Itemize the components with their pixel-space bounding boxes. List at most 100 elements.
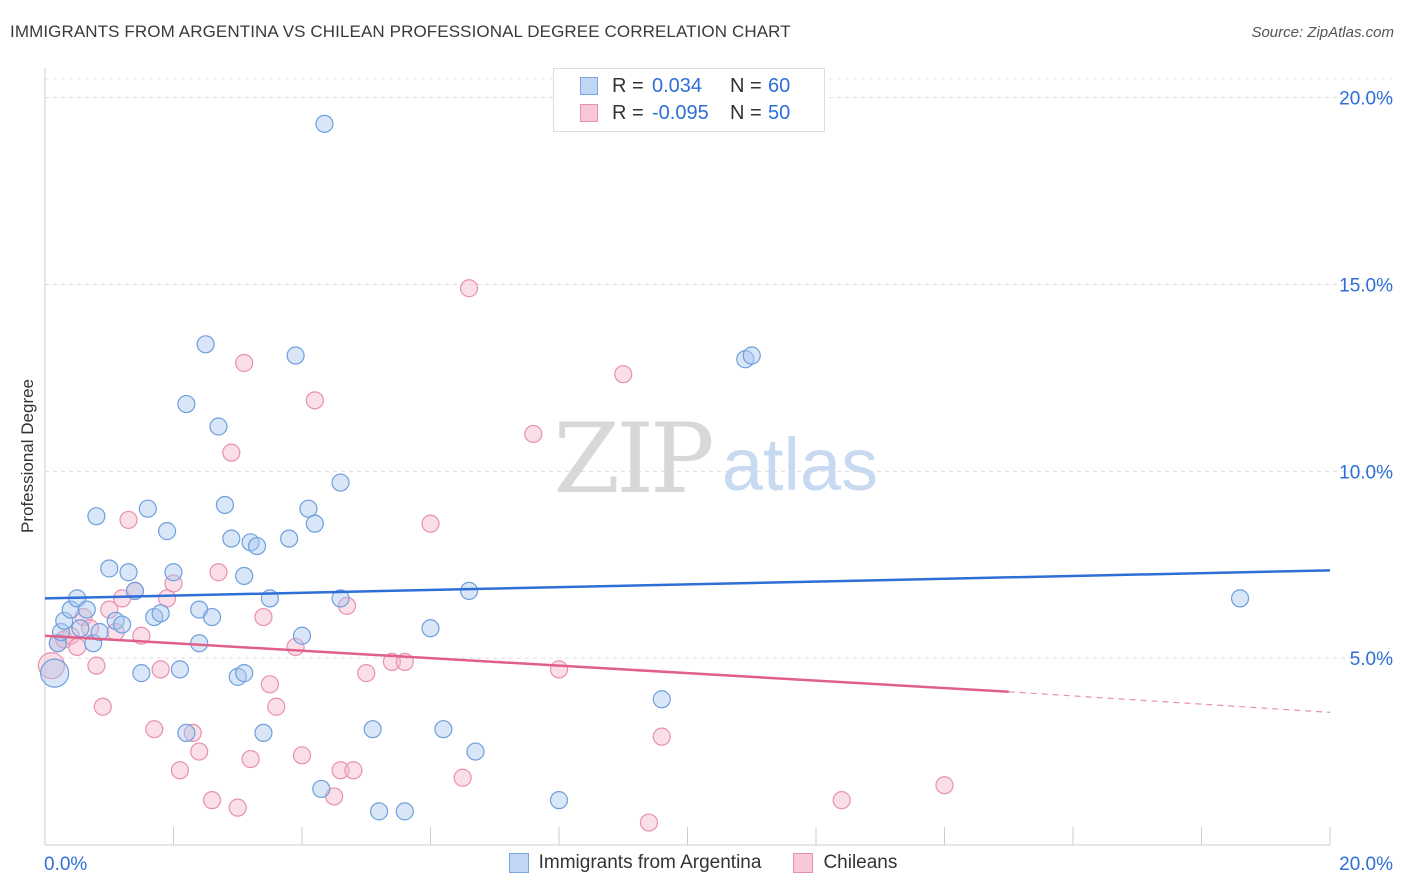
chileans-point	[228, 798, 247, 817]
argentina-point	[177, 723, 196, 743]
chileans-point	[145, 720, 164, 739]
watermark-zip: ZIP	[553, 403, 712, 515]
chileans-point	[344, 761, 363, 780]
legend-n-value: 60	[768, 74, 791, 97]
argentina-point	[370, 802, 389, 821]
correlation-legend: R = 0.034 N = 60 R = -0.095 N = 50	[553, 68, 825, 132]
chileans-point	[639, 813, 659, 832]
argentina-point	[235, 664, 254, 683]
chileans-point	[241, 749, 260, 769]
chileans-point	[459, 279, 479, 298]
argentina-point	[40, 658, 70, 688]
argentina-point	[119, 563, 138, 582]
chileans-point	[222, 443, 241, 462]
legend-row-chileans: R = -0.095 N = 50	[580, 100, 790, 126]
series-legend-chileans[interactable]: Chileans	[793, 852, 897, 874]
y-tick-label: 15.0%	[1339, 276, 1393, 297]
argentina-point	[1230, 589, 1250, 608]
chileans-point	[190, 742, 209, 761]
chileans-point	[421, 514, 440, 533]
argentina-point	[55, 611, 74, 630]
chileans-point	[357, 664, 376, 683]
trend-lines	[44, 569, 1331, 713]
argentina-point	[254, 723, 273, 743]
argentina-point	[466, 742, 485, 761]
chileans-point	[292, 746, 312, 765]
argentina-point	[77, 600, 96, 619]
argentina-trend-line	[44, 569, 1331, 600]
chileans-point	[524, 424, 543, 444]
chileans-point	[652, 727, 671, 746]
argentina-point	[164, 563, 183, 582]
chileans-point	[305, 391, 324, 410]
chileans-point	[209, 563, 228, 582]
argentina-point	[286, 346, 305, 365]
legend-n-label: N =	[730, 74, 762, 97]
chileans-point	[183, 723, 202, 743]
chileans-point	[254, 607, 273, 627]
argentina-point	[292, 626, 312, 645]
argentina-point	[312, 779, 331, 799]
series-legend-argentina[interactable]: Immigrants from Argentina	[508, 852, 762, 874]
chileans-point	[157, 589, 177, 608]
argentina-point	[247, 536, 267, 556]
argentina-point	[363, 720, 382, 739]
chileans-point	[170, 761, 190, 780]
chileans-point	[235, 353, 254, 373]
argentina-point	[395, 802, 414, 821]
series-label: Immigrants from Argentina	[538, 852, 762, 873]
argentina-point	[132, 664, 151, 683]
chileans-trend-line	[44, 634, 1009, 694]
legend-row-argentina: R = 0.034 N = 60	[580, 73, 790, 99]
chart-title: IMMIGRANTS FROM ARGENTINA VS CHILEAN PRO…	[10, 22, 791, 41]
chileans-point	[87, 656, 106, 675]
argentina-point	[280, 529, 299, 548]
legend-swatch-blue	[580, 77, 598, 95]
chileans-point	[119, 510, 138, 530]
chileans-point	[935, 776, 954, 795]
argentina-point	[48, 634, 67, 653]
argentina-point	[331, 473, 350, 492]
argentina-point	[305, 514, 324, 533]
argentina-point	[652, 690, 671, 709]
argentina-point	[549, 791, 569, 810]
argentina-point	[61, 600, 80, 619]
legend-r-value: 0.034	[652, 74, 703, 97]
chileans-point	[68, 637, 87, 657]
axes	[44, 68, 1331, 846]
chileans-point	[453, 768, 472, 787]
chileans-point	[80, 619, 100, 638]
series-label: Chileans	[823, 852, 898, 873]
source-label: Source: ZipAtlas.com	[1251, 24, 1394, 41]
tick-labels: 5.0% 10.0% 15.0% 20.0% 0.0% 20.0%	[44, 89, 1393, 875]
argentina-point	[742, 346, 761, 365]
argentina-point	[100, 559, 119, 578]
series-swatch-blue	[508, 853, 529, 873]
argentina-point	[222, 529, 241, 548]
chileans-point	[382, 652, 402, 672]
argentina-points	[40, 114, 1250, 821]
chileans-point	[331, 761, 350, 780]
argentina-point	[71, 619, 90, 638]
y-tick-label: 10.0%	[1339, 462, 1393, 483]
legend-n-value: 50	[768, 101, 791, 124]
argentina-point	[299, 499, 318, 518]
chileans-point	[151, 660, 170, 679]
chileans-point	[100, 600, 119, 619]
chileans-point	[337, 596, 357, 615]
argentina-point	[196, 335, 215, 354]
watermark: ZIP atlas	[553, 403, 878, 515]
chileans-point	[267, 697, 286, 716]
argentina-point	[90, 622, 109, 642]
x-tick-label: 20.0%	[1339, 854, 1393, 875]
legend-r-label: R =	[612, 74, 644, 97]
chileans-point	[549, 660, 569, 679]
chileans-point	[93, 697, 112, 716]
chileans-point	[202, 791, 222, 810]
argentina-point	[235, 566, 254, 586]
argentina-point	[112, 615, 132, 634]
chileans-points	[37, 279, 954, 832]
argentina-point	[421, 619, 440, 638]
legend-swatch-pink	[580, 104, 598, 122]
